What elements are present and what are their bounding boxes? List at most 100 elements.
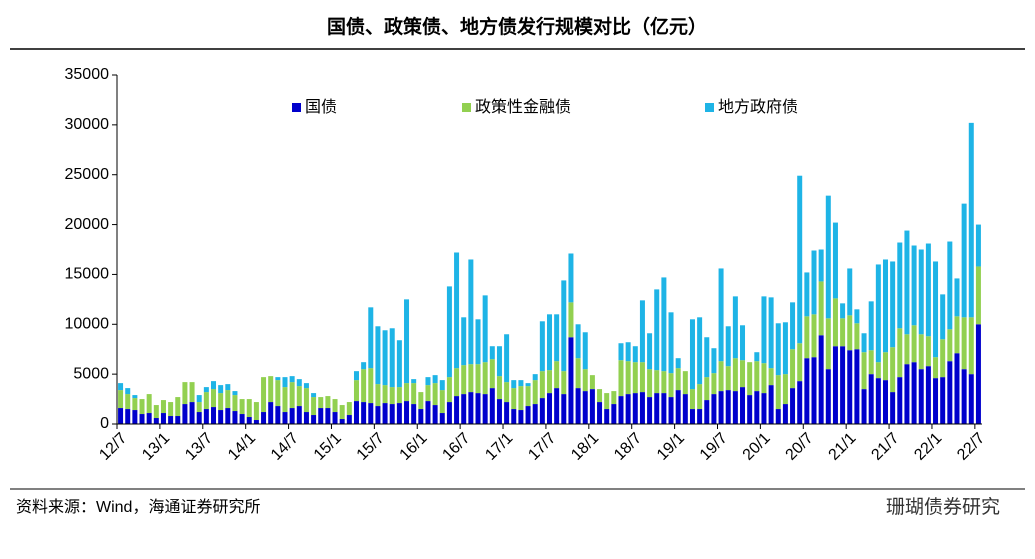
bar-segment — [411, 379, 417, 384]
x-tick-label: 17/7 — [525, 430, 559, 464]
bar-segment — [561, 280, 567, 372]
bar-segment — [711, 373, 717, 395]
bar-segment — [132, 398, 138, 411]
bar-segment — [275, 406, 281, 424]
bar-segment — [268, 402, 274, 424]
bar-segment — [353, 401, 359, 424]
bar-segment — [296, 406, 302, 424]
bar-segment — [482, 394, 488, 424]
bar-segment — [153, 405, 159, 419]
bar-segment — [689, 389, 695, 410]
bar-segment — [511, 388, 517, 410]
bar-segment — [840, 318, 846, 347]
bar-segment — [654, 393, 660, 424]
bar-segment — [568, 253, 574, 303]
y-tick-label: 35000 — [65, 66, 110, 83]
bar-segment — [468, 392, 474, 424]
bar-segment — [539, 321, 545, 372]
bar-segment — [868, 301, 874, 351]
bar-segment — [618, 343, 624, 361]
bar-segment — [425, 385, 431, 402]
bar-segment — [632, 346, 638, 363]
bar-segment — [847, 315, 853, 351]
bar-segment — [718, 361, 724, 392]
bar-segment — [225, 384, 231, 391]
bar-segment — [761, 363, 767, 394]
bar-segment — [368, 307, 374, 369]
x-tick-label: 20/7 — [783, 430, 817, 464]
bar-segment — [282, 387, 288, 413]
bar-segment — [675, 390, 681, 424]
bar-segment — [496, 376, 502, 400]
x-tick-label: 13/1 — [139, 430, 173, 464]
bar-segment — [382, 330, 388, 386]
bar-segment — [532, 380, 538, 405]
bar-segment — [418, 409, 424, 424]
bar-segment — [754, 352, 760, 362]
bar-segment — [454, 368, 460, 397]
bar-segment — [160, 413, 166, 424]
bar-segment — [875, 264, 881, 363]
bar-segment — [525, 386, 531, 407]
bar-segment — [446, 402, 452, 424]
bar-segment — [239, 399, 245, 415]
bar-segment — [561, 371, 567, 395]
x-tick-label: 16/1 — [397, 430, 431, 464]
bar-segment — [790, 349, 796, 389]
bar-segment — [639, 362, 645, 393]
bar-segment — [968, 317, 974, 375]
bar-segment — [546, 370, 553, 394]
bar-segment — [389, 328, 395, 388]
bar-segment — [732, 296, 738, 359]
bar-segment — [611, 404, 617, 424]
bar-segment — [911, 325, 917, 363]
bar-segment — [303, 383, 309, 389]
bar-segment — [689, 319, 695, 390]
bar-segment — [368, 403, 374, 424]
x-tick-label: 18/7 — [611, 430, 645, 464]
bar-segment — [718, 391, 724, 424]
bar-segment — [918, 369, 924, 424]
bar-segment — [861, 352, 867, 390]
bar-segment — [418, 392, 424, 410]
bar-segment — [968, 374, 974, 424]
bar-segment — [775, 375, 781, 410]
bar-segment — [897, 377, 903, 424]
bar-segment — [203, 392, 209, 410]
bar-segment — [933, 357, 939, 379]
bar-segment — [818, 249, 824, 282]
bar-segment — [840, 346, 846, 424]
bar-segment — [947, 241, 953, 330]
bar-segment — [182, 404, 188, 424]
bar-segment — [954, 278, 960, 317]
bar-segment — [203, 409, 209, 424]
y-tick-label: 25000 — [65, 166, 110, 183]
bar-segment — [303, 412, 309, 424]
bar-segment — [168, 416, 174, 424]
bar-segment — [975, 266, 981, 325]
y-tick-label: 0 — [100, 415, 109, 432]
bar-segment — [232, 391, 238, 396]
bar-segment — [454, 252, 460, 369]
bar-segment — [489, 346, 495, 360]
x-tick-label: 15/7 — [354, 430, 388, 464]
bar-segment — [311, 397, 317, 416]
bar-segment — [475, 393, 481, 424]
bar-segment — [289, 376, 295, 383]
bar-segment — [961, 203, 967, 318]
bar-segment — [396, 387, 402, 404]
bar-segment — [940, 339, 946, 378]
bar-segment — [118, 383, 124, 391]
bar-segment — [289, 382, 295, 409]
bar-segment — [847, 268, 853, 316]
bar-segment — [375, 384, 381, 407]
bar-segment — [618, 396, 624, 424]
bar-segment — [461, 317, 467, 366]
bar-segment — [489, 359, 495, 389]
bar-segment — [832, 346, 838, 424]
bar-segment — [804, 316, 810, 359]
bar-segment — [296, 379, 302, 387]
bar-segment — [868, 350, 874, 375]
bar-segment — [353, 380, 359, 402]
bar-segment — [790, 302, 796, 350]
